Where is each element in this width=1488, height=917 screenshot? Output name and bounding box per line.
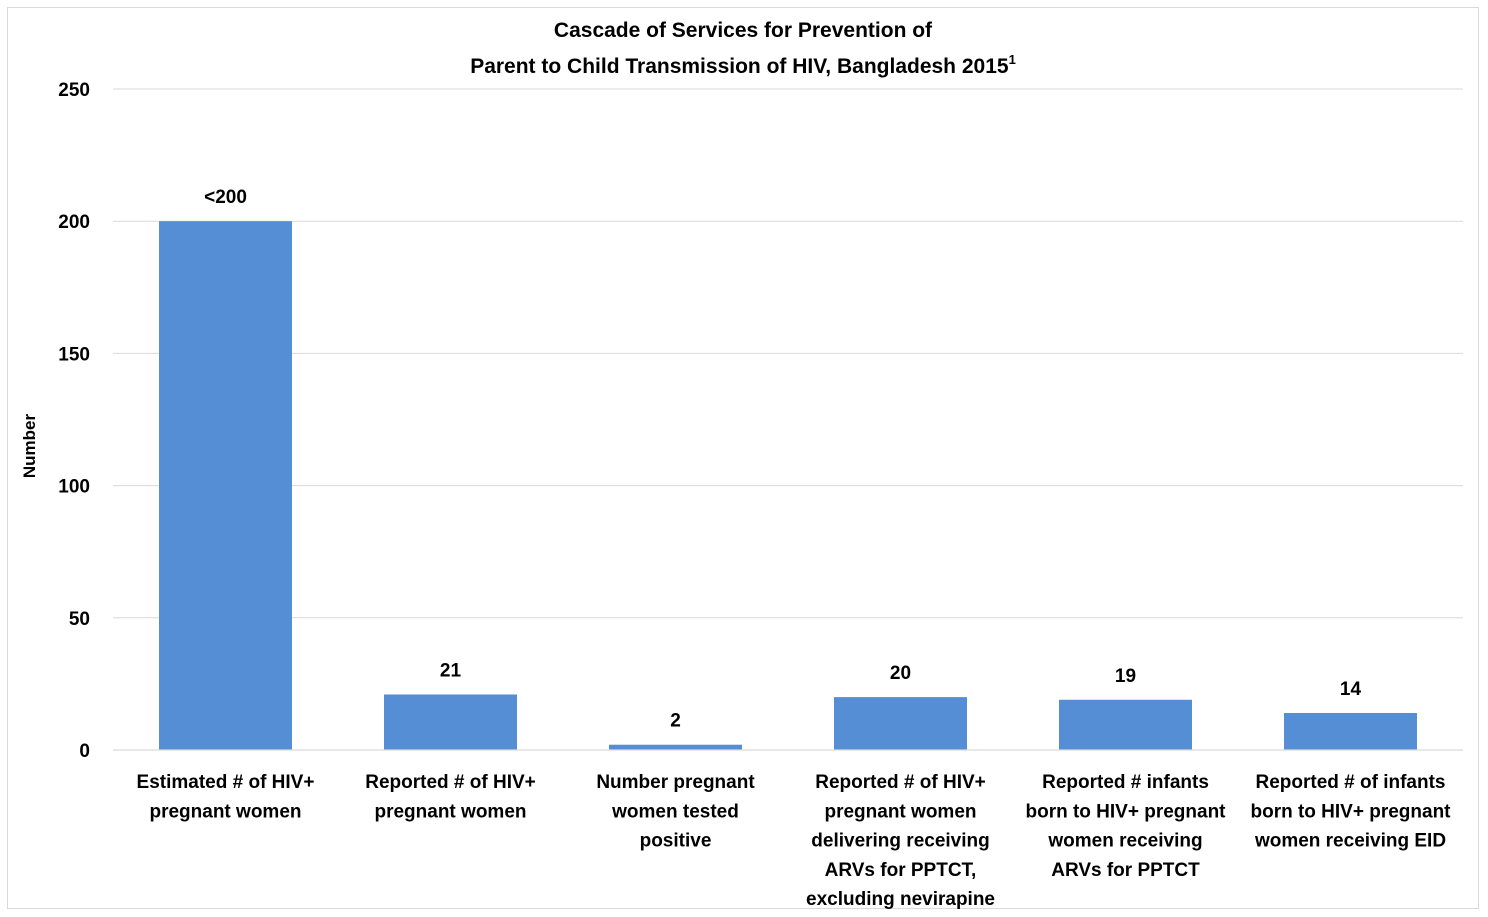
category-label-6-line-2: born to HIV+ pregnant xyxy=(1250,801,1451,822)
data-label-1: <200 xyxy=(204,187,247,208)
category-label-3-line-1: Number pregnant xyxy=(596,772,755,793)
y-tick-label-0: 0 xyxy=(79,741,90,762)
category-label-2-line-1: Reported # of HIV+ xyxy=(365,772,536,793)
category-label-2-line-2: pregnant women xyxy=(374,801,526,822)
category-label-5-line-4: ARVs for PPTCT xyxy=(1051,860,1200,881)
data-label-2: 21 xyxy=(440,660,462,681)
chart-title-line-2-text: Parent to Child Transmission of HIV, Ban… xyxy=(470,55,1009,78)
y-tick-label-150: 150 xyxy=(58,344,90,365)
chart-title-line-1: Cascade of Services for Prevention of xyxy=(554,19,933,42)
chart-title-superscript: 1 xyxy=(1009,52,1016,67)
bar-3[interactable] xyxy=(609,744,742,750)
category-label-3-line-2: women tested xyxy=(611,801,739,822)
bar-2[interactable] xyxy=(384,694,517,750)
data-label-5: 19 xyxy=(1115,666,1136,687)
category-label-6-line-1: Reported # of infants xyxy=(1255,772,1445,793)
category-label-5-line-3: women receiving xyxy=(1047,831,1202,852)
chart-title-line-2: Parent to Child Transmission of HIV, Ban… xyxy=(470,52,1016,78)
category-label-4-line-5: excluding nevirapine xyxy=(806,889,995,910)
y-tick-label-200: 200 xyxy=(58,212,90,233)
bar-4[interactable] xyxy=(834,697,967,750)
category-label-4-line-1: Reported # of HIV+ xyxy=(815,772,986,793)
data-label-3: 2 xyxy=(670,711,681,732)
category-label-4-line-3: delivering receiving xyxy=(811,831,989,852)
bar-1[interactable] xyxy=(159,221,292,750)
category-label-1-line-2: pregnant women xyxy=(149,801,301,822)
y-axis-title: Number xyxy=(20,414,39,479)
bar-5[interactable] xyxy=(1059,699,1192,750)
bar-6[interactable] xyxy=(1284,712,1417,750)
y-tick-label-50: 50 xyxy=(69,609,90,630)
category-label-5-line-1: Reported # infants xyxy=(1042,772,1209,793)
category-label-1-line-1: Estimated # of HIV+ xyxy=(137,772,315,793)
y-tick-label-250: 250 xyxy=(58,80,90,101)
category-label-4-line-2: pregnant women xyxy=(824,801,976,822)
category-label-3-line-3: positive xyxy=(640,831,712,852)
data-label-6: 14 xyxy=(1340,679,1362,700)
data-label-4: 20 xyxy=(890,663,911,684)
category-label-6-line-3: women receiving EID xyxy=(1254,831,1446,852)
y-tick-label-100: 100 xyxy=(58,477,90,498)
category-label-5-line-2: born to HIV+ pregnant xyxy=(1025,801,1226,822)
category-label-4-line-4: ARVs for PPTCT, xyxy=(825,860,977,881)
